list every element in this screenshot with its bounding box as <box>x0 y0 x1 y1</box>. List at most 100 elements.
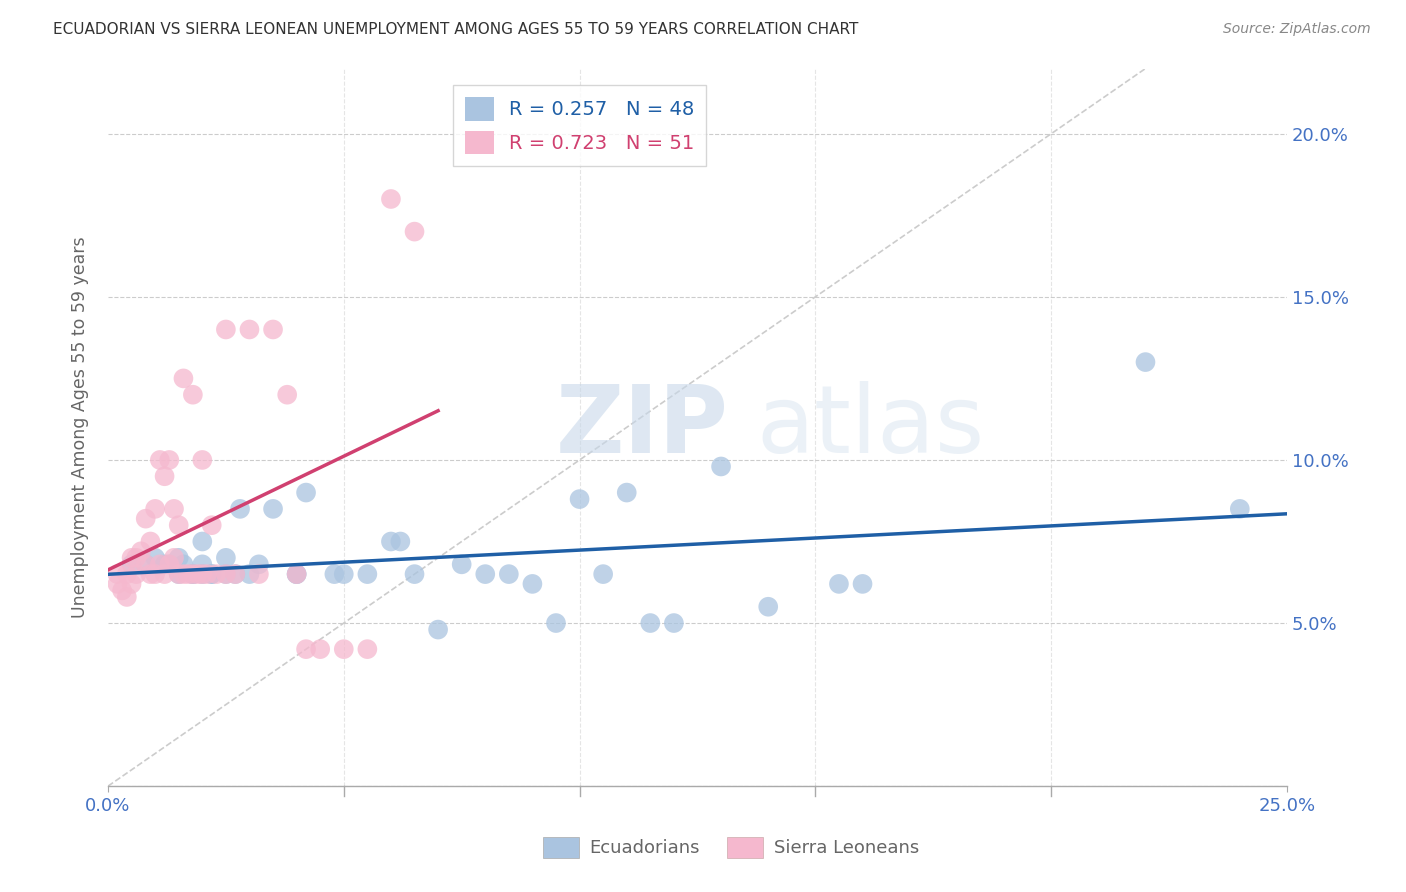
Point <box>139 534 162 549</box>
Point <box>295 642 318 657</box>
Point <box>356 567 378 582</box>
Point <box>380 192 402 206</box>
Point <box>121 550 143 565</box>
Point <box>187 567 209 582</box>
Point <box>262 322 284 336</box>
Point <box>115 567 138 582</box>
Point <box>191 534 214 549</box>
Point <box>115 590 138 604</box>
Point <box>215 322 238 336</box>
Point <box>389 534 412 549</box>
Point <box>427 623 450 637</box>
Point <box>262 501 284 516</box>
Point <box>167 518 190 533</box>
Point <box>139 567 162 582</box>
Point <box>1229 501 1251 516</box>
Point <box>247 567 270 582</box>
Point <box>121 577 143 591</box>
Point <box>323 567 346 582</box>
Point <box>153 567 176 582</box>
Point <box>404 567 426 582</box>
Point <box>143 567 166 582</box>
Point <box>828 577 851 591</box>
Text: ZIP: ZIP <box>555 382 728 474</box>
Point <box>191 453 214 467</box>
Point <box>181 567 204 582</box>
Point <box>276 388 298 402</box>
Point <box>191 567 214 582</box>
Point <box>662 615 685 630</box>
Point <box>450 558 472 572</box>
Point <box>616 485 638 500</box>
Point <box>157 558 180 572</box>
Point <box>163 501 186 516</box>
Point <box>356 642 378 657</box>
Point <box>163 550 186 565</box>
Text: Source: ZipAtlas.com: Source: ZipAtlas.com <box>1223 22 1371 37</box>
Point <box>404 225 426 239</box>
Point <box>121 558 143 572</box>
Point <box>640 615 662 630</box>
Y-axis label: Unemployment Among Ages 55 to 59 years: Unemployment Among Ages 55 to 59 years <box>72 236 89 618</box>
Point <box>201 567 224 582</box>
Point <box>1135 355 1157 369</box>
Point <box>177 567 200 582</box>
Point <box>851 577 873 591</box>
Point <box>157 453 180 467</box>
Point <box>191 558 214 572</box>
Point <box>238 322 260 336</box>
Point <box>592 567 614 582</box>
Point <box>201 518 224 533</box>
Point <box>153 469 176 483</box>
Point <box>143 501 166 516</box>
Point <box>333 567 356 582</box>
Point <box>229 501 252 516</box>
Point <box>181 388 204 402</box>
Point <box>285 567 308 582</box>
Point <box>135 558 157 572</box>
Point <box>201 567 224 582</box>
Point <box>544 615 567 630</box>
Point <box>172 558 194 572</box>
Point <box>107 567 129 582</box>
Point <box>522 577 544 591</box>
Point <box>181 567 204 582</box>
Point <box>107 577 129 591</box>
Point <box>247 558 270 572</box>
Point <box>172 371 194 385</box>
Point <box>224 567 246 582</box>
Text: ECUADORIAN VS SIERRA LEONEAN UNEMPLOYMENT AMONG AGES 55 TO 59 YEARS CORRELATION : ECUADORIAN VS SIERRA LEONEAN UNEMPLOYMEN… <box>53 22 859 37</box>
Point <box>149 558 172 572</box>
Point <box>238 567 260 582</box>
Point <box>167 567 190 582</box>
Point <box>215 550 238 565</box>
Legend: Ecuadorians, Sierra Leoneans: Ecuadorians, Sierra Leoneans <box>536 830 927 865</box>
Point <box>380 534 402 549</box>
Point <box>135 558 157 572</box>
Point <box>215 567 238 582</box>
Point <box>129 544 152 558</box>
Text: atlas: atlas <box>756 382 984 474</box>
Point <box>224 567 246 582</box>
Point <box>195 567 218 582</box>
Point <box>181 567 204 582</box>
Point <box>172 567 194 582</box>
Point <box>143 550 166 565</box>
Point <box>498 567 520 582</box>
Point <box>111 583 134 598</box>
Point <box>167 550 190 565</box>
Point <box>191 567 214 582</box>
Point <box>333 642 356 657</box>
Point <box>205 567 228 582</box>
Point <box>135 511 157 525</box>
Point <box>568 492 591 507</box>
Legend: R = 0.257   N = 48, R = 0.723   N = 51: R = 0.257 N = 48, R = 0.723 N = 51 <box>453 86 706 166</box>
Point <box>285 567 308 582</box>
Point <box>295 485 318 500</box>
Point <box>710 459 733 474</box>
Point <box>285 567 308 582</box>
Point <box>756 599 779 614</box>
Point <box>215 567 238 582</box>
Point <box>125 567 148 582</box>
Point <box>167 567 190 582</box>
